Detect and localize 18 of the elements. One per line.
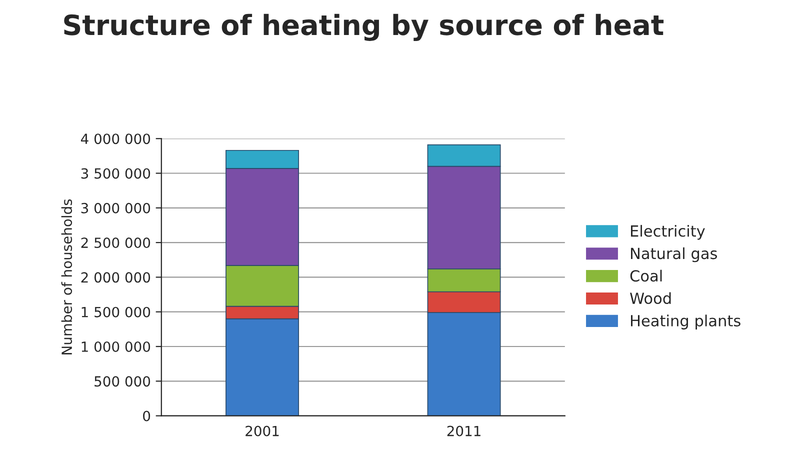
y-tick-label: 0 [143,410,150,422]
chart-title: Structure of heating by source of heat [64,14,664,41]
y-tick-label: 3 000 000 [81,202,150,214]
y-tick-label: 2 500 000 [81,238,150,248]
y-tick-label: 3 500 000 [81,168,150,179]
x-tick-label: 2001 [246,426,279,436]
legend-label: Wood [630,292,671,304]
legend-label: Electricity [630,224,705,240]
y-tick-label: 1 000 000 [82,341,150,352]
y-tick-label: 4 000 000 [80,134,150,144]
x-tick-label: 2011 [447,426,480,436]
y-tick-label: 2 000 000 [81,272,150,283]
legend-label: Natural gas [630,247,717,262]
legend-label: Coal [630,270,662,282]
y-axis-title: Number of households [61,199,72,354]
legend-label: Heating plants [630,314,740,330]
y-tick-label: 500 000 [94,376,150,387]
y-tick-label: 1 500 000 [82,306,150,318]
